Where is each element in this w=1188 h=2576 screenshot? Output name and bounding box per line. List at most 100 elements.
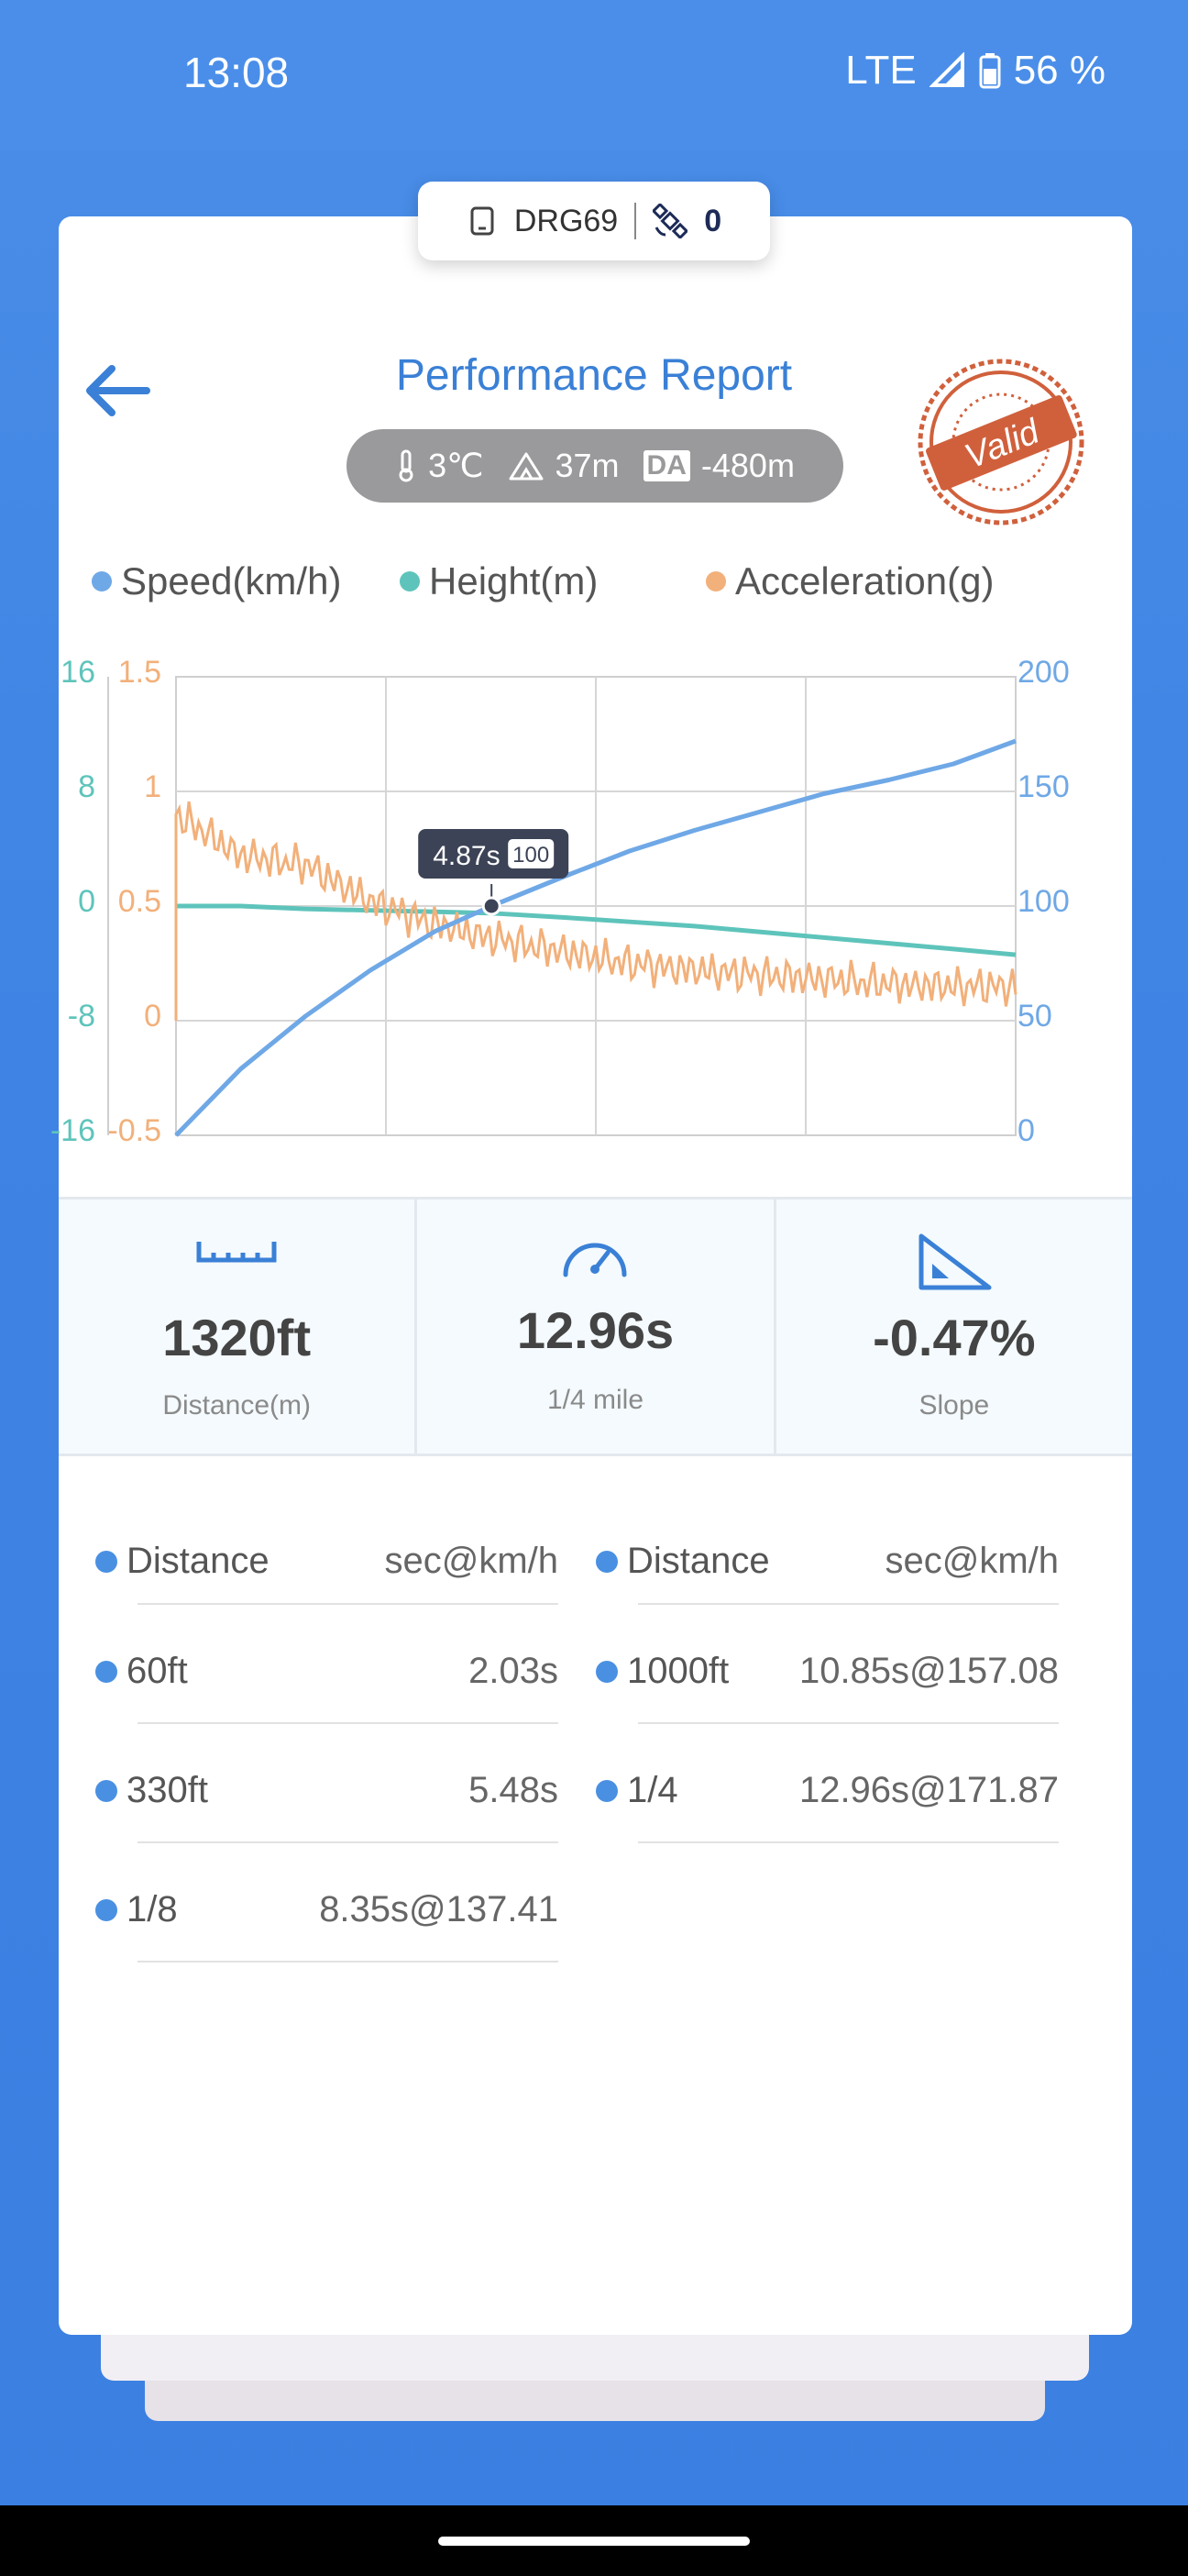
row-divider xyxy=(138,1603,558,1605)
valid-stamp: Valid xyxy=(918,359,1084,525)
bullet-icon xyxy=(95,1898,117,1921)
split-row: 330ft 5.48s xyxy=(59,1724,558,1843)
split-name: Distance xyxy=(126,1541,270,1581)
splits-header: Distance sec@km/h xyxy=(559,1486,1059,1605)
battery-icon xyxy=(979,53,1001,89)
row-divider xyxy=(638,1603,1059,1605)
tooltip-time: 4.87s xyxy=(433,841,500,871)
split-row: 1/4 12.96s@171.87 xyxy=(559,1724,1059,1843)
tooltip-value: 100 xyxy=(512,843,549,868)
speed-tick-label: 50 xyxy=(1018,999,1052,1034)
slope-label: Slope xyxy=(918,1390,990,1421)
row-divider xyxy=(638,1722,1059,1724)
split-row: 1/8 8.35s@137.41 xyxy=(59,1843,558,1962)
slope-value: -0.47% xyxy=(873,1309,1036,1366)
speed-series-line xyxy=(174,738,1017,1137)
legend-height[interactable]: Height(m) xyxy=(400,559,598,603)
navigation-bar xyxy=(0,2505,1188,2576)
acceleration-tick-label: 0.5 xyxy=(118,884,161,919)
back-arrow-icon[interactable] xyxy=(79,352,152,426)
acceleration-tick-label: 1.5 xyxy=(118,655,161,690)
split-value: 2.03s xyxy=(468,1651,558,1691)
legend-acceleration[interactable]: Acceleration(g) xyxy=(706,559,994,603)
satellite-count: 0 xyxy=(704,203,722,238)
speed-tick-label: 100 xyxy=(1018,884,1070,919)
home-handle[interactable] xyxy=(438,2537,750,2546)
bullet-icon xyxy=(95,1660,117,1683)
split-name: 1/4 xyxy=(627,1770,678,1810)
height-series-line xyxy=(176,903,1017,957)
split-name: 60ft xyxy=(126,1651,188,1691)
split-name: 1000ft xyxy=(627,1651,730,1691)
acceleration-tick-label: 0 xyxy=(144,999,161,1034)
bullet-icon xyxy=(596,1550,618,1573)
device-pill[interactable]: DRG69 0 xyxy=(418,182,770,260)
row-divider xyxy=(638,1841,1059,1843)
quarter-mile-label: 1/4 mile xyxy=(546,1385,644,1415)
height-tick-label: 8 xyxy=(78,769,95,804)
density-altitude: -480m xyxy=(700,447,795,484)
height-tick-label: 0 xyxy=(78,884,95,919)
legend-speed-label: Speed(km/h) xyxy=(121,559,342,603)
speedometer-icon xyxy=(563,1243,627,1277)
distance-value: 1320ft xyxy=(162,1309,312,1366)
speed-tick-label: 150 xyxy=(1018,769,1070,804)
acceleration-tick-label: 1 xyxy=(144,769,161,804)
splits-left-column: Distance sec@km/h 60ft 2.03s 330ft 5.48s… xyxy=(59,1486,558,1962)
row-divider xyxy=(138,1961,558,1962)
status-bar: 13:08 LTE 56 % xyxy=(0,0,1188,150)
legend-dot-icon xyxy=(400,571,420,591)
bullet-icon xyxy=(596,1779,618,1802)
conditions-pill: 3℃ 37m DA -480m xyxy=(346,429,843,503)
legend-dot-icon xyxy=(92,571,112,591)
row-divider xyxy=(138,1722,558,1724)
height-tick-label: -8 xyxy=(68,999,95,1034)
distance-label: Distance(m) xyxy=(162,1390,312,1421)
bullet-icon xyxy=(95,1779,117,1802)
divider xyxy=(634,203,637,239)
da-badge: DA xyxy=(643,450,690,481)
legend-speed[interactable]: Speed(km/h) xyxy=(92,559,341,603)
splits-right-column: Distance sec@km/h 1000ft 10.85s@157.08 1… xyxy=(559,1486,1059,1843)
height-tick-label: 16 xyxy=(60,655,95,690)
acceleration-tick-label: -0.5 xyxy=(107,1113,161,1148)
tooltip-value-badge xyxy=(508,839,555,868)
split-value: 8.35s@137.41 xyxy=(319,1889,558,1929)
battery-percentage: 56 % xyxy=(1013,48,1106,93)
quarter-mile-value: 12.96s xyxy=(516,1301,675,1359)
split-value: sec@km/h xyxy=(384,1541,558,1581)
bullet-icon xyxy=(596,1660,618,1683)
status-indicators: LTE 56 % xyxy=(845,48,1106,94)
stat-slope: -0.47% Slope xyxy=(773,1200,1132,1454)
signal-icon xyxy=(929,52,964,87)
height-tick-label: -16 xyxy=(50,1113,95,1148)
device-name: DRG69 xyxy=(513,203,619,238)
split-value: 5.48s xyxy=(468,1770,558,1810)
tooltip-point xyxy=(481,896,501,916)
bullet-icon xyxy=(95,1550,117,1573)
legend-dot-icon xyxy=(706,571,726,591)
phone-icon xyxy=(470,206,494,236)
clock: 13:08 xyxy=(183,49,290,96)
network-label: LTE xyxy=(845,48,917,93)
split-name: 1/8 xyxy=(126,1889,178,1929)
thermometer-icon xyxy=(399,449,413,482)
altitude: 37m xyxy=(555,447,620,484)
row-divider xyxy=(138,1841,558,1843)
stat-quarter-mile: 12.96s 1/4 mile xyxy=(414,1200,773,1454)
satellite-icon xyxy=(653,204,688,238)
speed-tick-label: 200 xyxy=(1018,655,1070,690)
stats-panel: 1320ft Distance(m) 12.96s 1/4 mile -0.47… xyxy=(59,1197,1132,1456)
split-name: 330ft xyxy=(126,1770,208,1810)
split-row: 1000ft 10.85s@157.08 xyxy=(559,1605,1059,1724)
legend-height-label: Height(m) xyxy=(429,559,599,603)
split-value: sec@km/h xyxy=(885,1541,1059,1581)
acceleration-series-line xyxy=(174,801,1018,1021)
speed-tick-label: 0 xyxy=(1018,1113,1035,1148)
split-value: 12.96s@171.87 xyxy=(798,1770,1059,1810)
performance-chart[interactable]: 16 8 0 -8 -16 1.5 1 0.5 0 -0.5 200 150 100 50 0 4.87s 10… xyxy=(0,633,1188,1155)
legend-acceleration-label: Acceleration(g) xyxy=(735,559,995,603)
split-value: 10.85s@157.08 xyxy=(798,1651,1059,1691)
split-name: Distance xyxy=(627,1541,770,1581)
split-row: 60ft 2.03s xyxy=(59,1605,558,1724)
